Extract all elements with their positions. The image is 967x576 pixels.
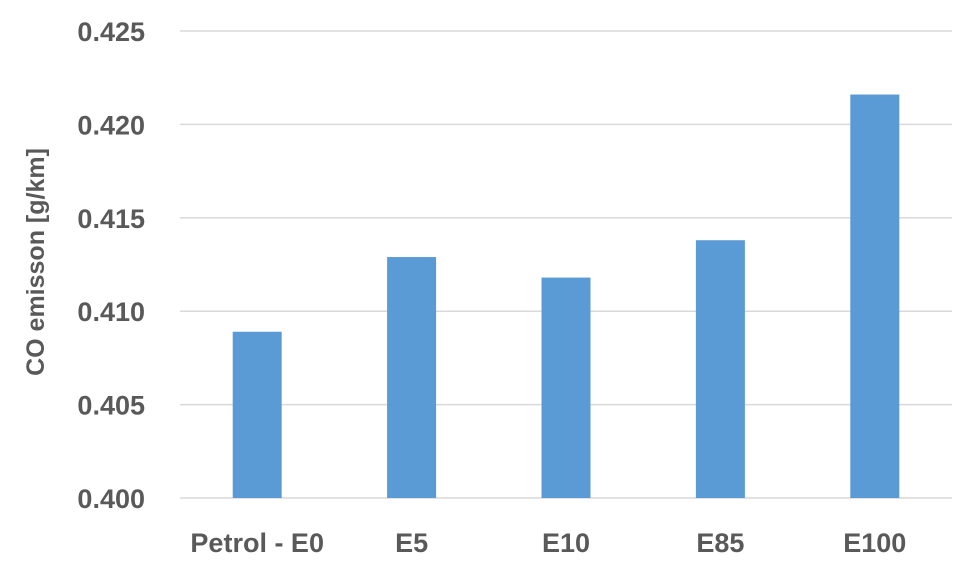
y-tick-label: 0.415 <box>77 204 145 234</box>
bars <box>232 94 900 499</box>
x-tick-label: E100 <box>843 528 906 558</box>
x-tick-label: E5 <box>395 528 428 558</box>
y-axis-title: CO emisson [g/km] <box>22 148 50 376</box>
y-tick-label: 0.405 <box>77 391 145 421</box>
bar-e5 <box>387 257 437 498</box>
y-tick-label: 0.410 <box>77 297 145 327</box>
y-tick-label: 0.420 <box>77 110 145 140</box>
x-tick-label: E10 <box>542 528 590 558</box>
y-tick-label: 0.425 <box>77 17 145 47</box>
bar-e100 <box>850 94 900 499</box>
y-tick-label: 0.400 <box>77 484 145 514</box>
x-tick-label: E85 <box>696 528 744 558</box>
x-tick-labels: Petrol - E0 E5 E10 E85 E100 <box>190 528 906 558</box>
y-tick-labels: 0.400 0.405 0.410 0.415 0.420 0.425 <box>77 17 145 514</box>
bar-e10 <box>541 277 591 498</box>
bar-e85 <box>695 240 745 498</box>
bar-petrol-e0 <box>232 331 282 498</box>
x-tick-label: Petrol - E0 <box>190 528 324 558</box>
